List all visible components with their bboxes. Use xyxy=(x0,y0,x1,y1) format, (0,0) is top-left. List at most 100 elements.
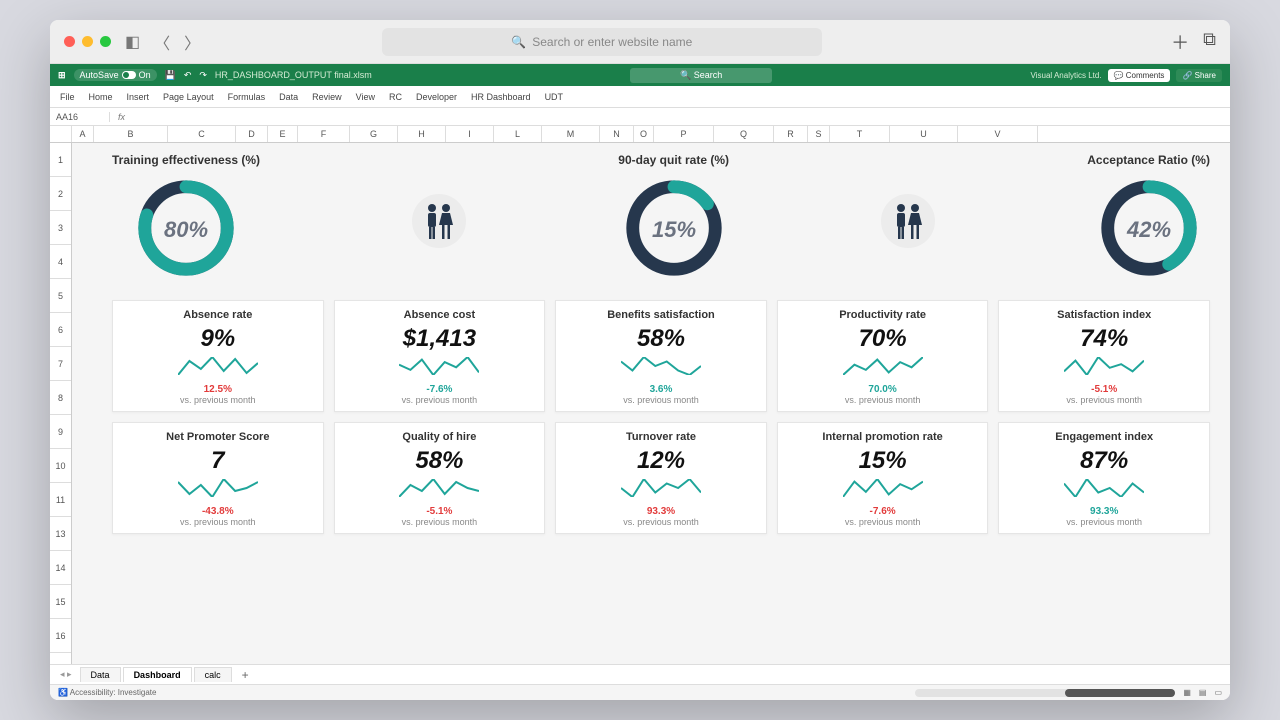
column-header[interactable]: E xyxy=(268,126,298,142)
svg-text:80%: 80% xyxy=(164,217,208,242)
column-header[interactable]: O xyxy=(634,126,654,142)
column-header[interactable]: F xyxy=(298,126,350,142)
sheet-tab-calc[interactable]: calc xyxy=(194,667,232,682)
column-header[interactable]: U xyxy=(890,126,958,142)
ribbon-tab-developer[interactable]: Developer xyxy=(416,92,457,102)
toggle-icon xyxy=(122,71,136,79)
row-header[interactable]: 8 xyxy=(50,381,71,415)
row-header[interactable]: 1 xyxy=(50,143,71,177)
excel-search-box[interactable]: 🔍 Search xyxy=(630,68,772,83)
row-header[interactable]: 5 xyxy=(50,279,71,313)
ribbon-tab-file[interactable]: File xyxy=(60,92,75,102)
accessibility-status[interactable]: ♿ Accessibility: Investigate xyxy=(58,688,156,697)
redo-icon[interactable]: ↷ xyxy=(199,70,207,81)
row-header[interactable]: 16 xyxy=(50,619,71,653)
column-header[interactable]: D xyxy=(236,126,268,142)
column-header[interactable]: T xyxy=(830,126,890,142)
row-header[interactable]: 9 xyxy=(50,415,71,449)
close-window-button[interactable] xyxy=(64,36,75,47)
share-button[interactable]: 🔗 Share xyxy=(1176,69,1222,82)
forward-button[interactable]: 〉 xyxy=(184,30,200,54)
search-icon: 🔍 xyxy=(680,70,691,80)
column-header[interactable]: M xyxy=(542,126,600,142)
sheet-tab-bar: ◂ ▸ DataDashboardcalc+ xyxy=(50,664,1230,684)
sidebar-toggle-icon[interactable]: ◧ xyxy=(125,32,140,52)
sparkline xyxy=(1064,479,1144,497)
column-header[interactable]: N xyxy=(600,126,634,142)
kpi-value: 74% xyxy=(1009,325,1199,353)
column-header[interactable]: S xyxy=(808,126,830,142)
column-header[interactable]: A xyxy=(72,126,94,142)
ribbon-tab-udt[interactable]: UDT xyxy=(545,92,564,102)
view-break-icon[interactable]: ▭ xyxy=(1214,688,1222,697)
sparkline xyxy=(178,479,258,497)
column-header[interactable]: H xyxy=(398,126,446,142)
column-header[interactable]: G xyxy=(350,126,398,142)
save-icon[interactable]: 💾 xyxy=(165,70,176,81)
kpi-delta: -5.1% xyxy=(345,506,535,517)
view-page-icon[interactable]: ▤ xyxy=(1199,688,1207,697)
sheet-tab-data[interactable]: Data xyxy=(80,667,121,682)
kpi-sublabel: vs. previous month xyxy=(1009,517,1199,527)
row-header[interactable]: 4 xyxy=(50,245,71,279)
column-header[interactable]: B xyxy=(94,126,168,142)
ribbon-tab-hr-dashboard[interactable]: HR Dashboard xyxy=(471,92,531,102)
sparkline xyxy=(1064,357,1144,375)
row-header[interactable]: 6 xyxy=(50,313,71,347)
kpi-label: Benefits satisfaction xyxy=(566,309,756,321)
people-icon xyxy=(881,194,935,248)
ribbon-tab-formulas[interactable]: Formulas xyxy=(228,92,266,102)
name-box[interactable]: AA16 xyxy=(50,112,110,122)
kpi-card: Productivity rate 70% 70.0% vs. previous… xyxy=(777,300,989,412)
row-header[interactable]: 7 xyxy=(50,347,71,381)
row-header[interactable]: 13 xyxy=(50,517,71,551)
column-header[interactable]: V xyxy=(958,126,1038,142)
row-header[interactable]: 11 xyxy=(50,483,71,517)
row-header[interactable]: 15 xyxy=(50,585,71,619)
column-header[interactable]: L xyxy=(494,126,542,142)
row-header[interactable]: 3 xyxy=(50,211,71,245)
maximize-window-button[interactable] xyxy=(100,36,111,47)
view-normal-icon[interactable]: ▦ xyxy=(1183,688,1191,697)
sheet-nav-arrows[interactable]: ◂ ▸ xyxy=(60,669,72,680)
filename: HR_DASHBOARD_OUTPUT final.xlsm xyxy=(215,70,372,80)
kpi-card: Benefits satisfaction 58% 3.6% vs. previ… xyxy=(555,300,767,412)
row-header[interactable]: 14 xyxy=(50,551,71,585)
ribbon-tab-home[interactable]: Home xyxy=(89,92,113,102)
undo-icon[interactable]: ↶ xyxy=(184,70,192,81)
row-header[interactable]: 10 xyxy=(50,449,71,483)
ribbon-tab-insert[interactable]: Insert xyxy=(127,92,150,102)
traffic-lights xyxy=(64,36,111,47)
kpi-delta: -7.6% xyxy=(345,384,535,395)
sparkline xyxy=(843,357,923,375)
worksheet-grid[interactable]: Training effectiveness (%) 80% 90-day qu… xyxy=(72,143,1230,664)
column-header[interactable]: C xyxy=(168,126,236,142)
kpi-label: Satisfaction index xyxy=(1009,309,1199,321)
kpi-card: Engagement index 87% 93.3% vs. previous … xyxy=(998,422,1210,534)
address-bar[interactable]: 🔍 Search or enter website name xyxy=(382,28,822,56)
add-sheet-button[interactable]: + xyxy=(234,668,257,682)
donut-chart: 80% xyxy=(131,173,241,283)
ribbon-tab-review[interactable]: Review xyxy=(312,92,342,102)
horizontal-scrollbar[interactable] xyxy=(915,689,1175,697)
column-header[interactable]: I xyxy=(446,126,494,142)
ribbon-tab-page-layout[interactable]: Page Layout xyxy=(163,92,214,102)
new-tab-button[interactable]: ＋ xyxy=(1171,29,1189,55)
row-header[interactable]: 2 xyxy=(50,177,71,211)
sheet-tab-dashboard[interactable]: Dashboard xyxy=(123,667,192,682)
column-header[interactable]: R xyxy=(774,126,808,142)
kpi-value: 87% xyxy=(1009,447,1199,475)
tabs-overview-button[interactable]: ⧉ xyxy=(1203,29,1216,55)
ribbon-tab-rc[interactable]: RC xyxy=(389,92,402,102)
minimize-window-button[interactable] xyxy=(82,36,93,47)
ribbon-tab-data[interactable]: Data xyxy=(279,92,298,102)
kpi-value: 9% xyxy=(123,325,313,353)
sparkline xyxy=(621,357,701,375)
column-header[interactable]: Q xyxy=(714,126,774,142)
donut-chart: 15% xyxy=(619,173,729,283)
ribbon-tab-view[interactable]: View xyxy=(356,92,375,102)
autosave-toggle[interactable]: AutoSave On xyxy=(74,69,157,81)
column-header[interactable]: P xyxy=(654,126,714,142)
comments-button[interactable]: 💬 Comments xyxy=(1108,69,1171,82)
back-button[interactable]: 〈 xyxy=(154,30,170,54)
